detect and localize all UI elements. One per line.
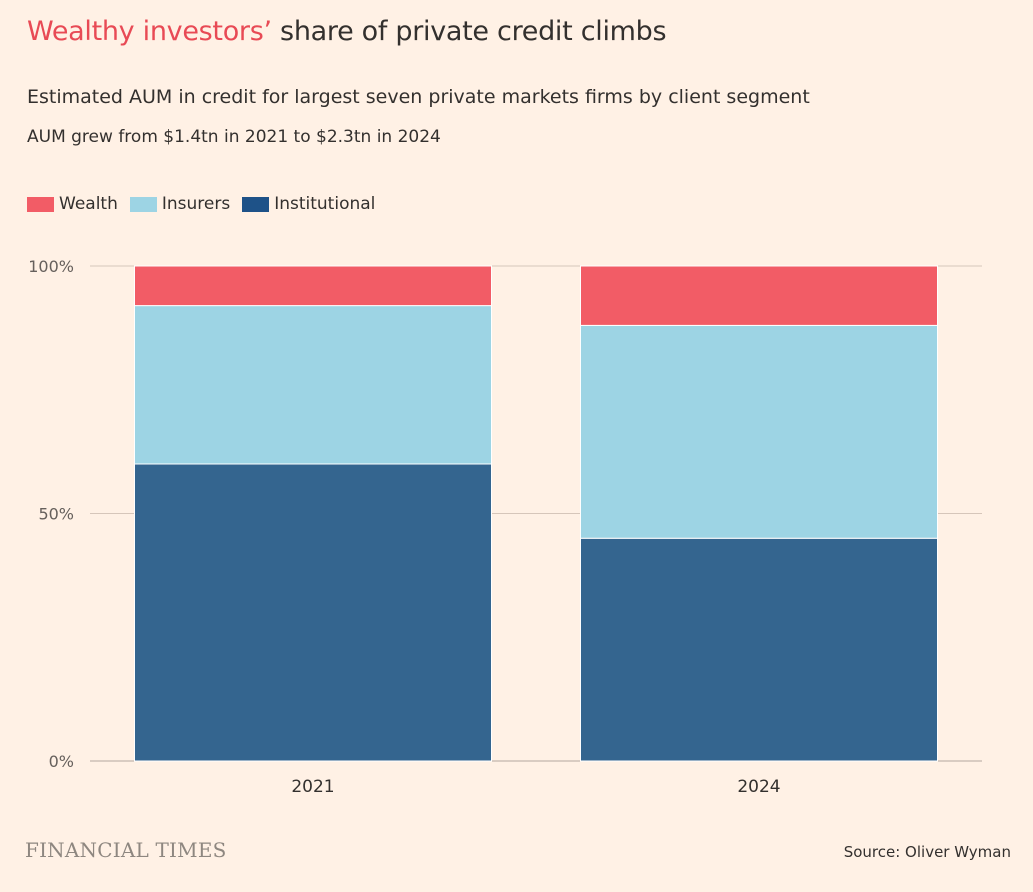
legend-swatch-wealth bbox=[27, 196, 54, 212]
title-rest: share of private credit climbs bbox=[271, 16, 667, 47]
y-tick-label-0: 0% bbox=[49, 752, 74, 771]
legend-label-wealth: Wealth bbox=[59, 194, 118, 214]
title-highlight: Wealthy investors’ bbox=[27, 16, 272, 47]
legend-swatch-insurers bbox=[129, 196, 157, 212]
x-tick-label-2021: 2021 bbox=[291, 777, 334, 797]
legend-item-insurers: Insurers bbox=[129, 194, 231, 214]
chart-title: Wealthy investors’ share of private cred… bbox=[27, 14, 667, 50]
legend-label-insurers: Insurers bbox=[161, 194, 231, 214]
legend: Wealth Insurers Institutional bbox=[27, 192, 387, 216]
bar-wealth-2021 bbox=[134, 265, 492, 307]
source-note: Source: Oliver Wyman bbox=[843, 843, 1011, 861]
legend-label-institutional: Institutional bbox=[274, 194, 376, 214]
y-tick-label-50: 50% bbox=[38, 505, 74, 524]
y-tick-label-100: 100% bbox=[28, 257, 74, 276]
chart-note: AUM grew from $1.4tn in 2021 to $2.3tn i… bbox=[27, 127, 441, 147]
bar-institutional-2021 bbox=[134, 463, 492, 762]
legend-item-institutional: Institutional bbox=[242, 194, 375, 214]
legend-swatch-institutional bbox=[242, 196, 270, 212]
ft-logo: FINANCIAL TIMES bbox=[25, 838, 227, 862]
bar-insurers-2024 bbox=[580, 324, 938, 539]
bar-insurers-2021 bbox=[134, 305, 492, 465]
legend-item-wealth: Wealth bbox=[27, 194, 118, 214]
bar-institutional-2024 bbox=[580, 537, 938, 762]
bar-wealth-2024 bbox=[580, 265, 938, 326]
chart-subtitle: Estimated AUM in credit for largest seve… bbox=[27, 86, 810, 108]
x-tick-label-2024: 2024 bbox=[737, 777, 780, 797]
